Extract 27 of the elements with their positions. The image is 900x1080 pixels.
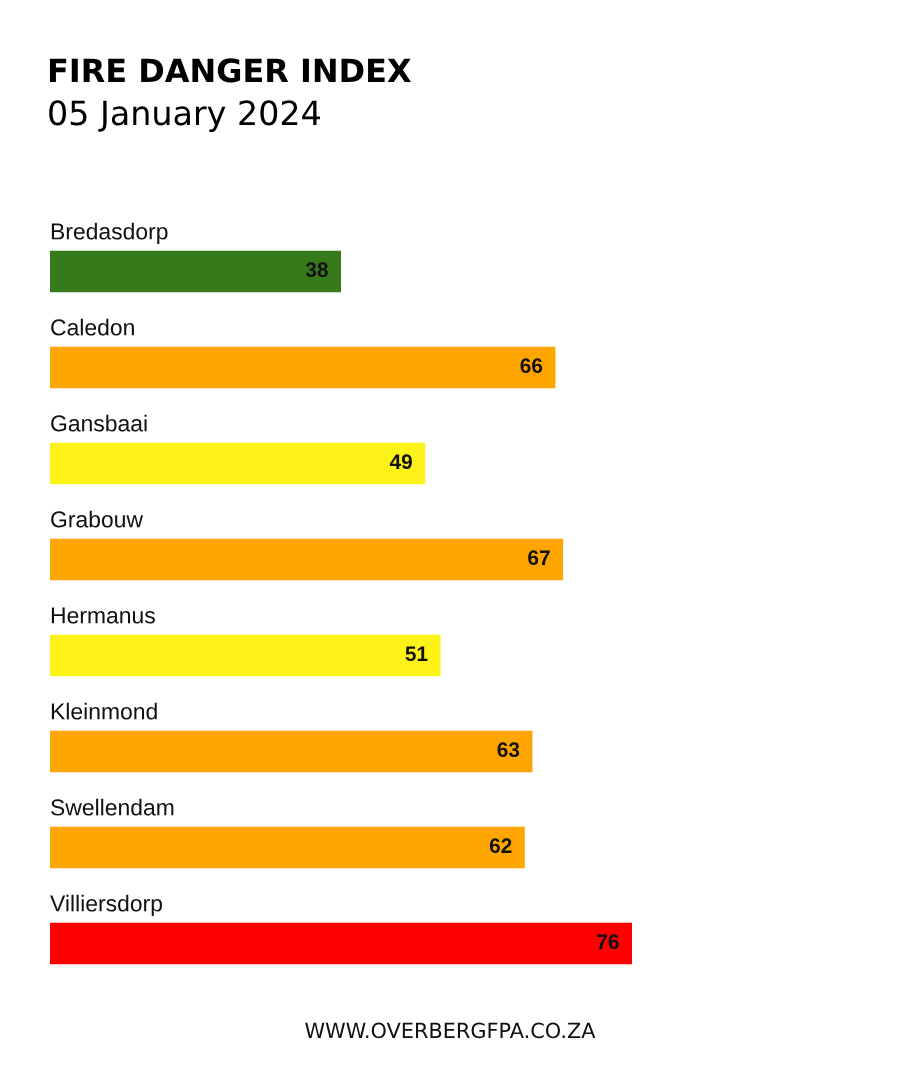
bar — [50, 634, 441, 677]
data-label: 38 — [305, 262, 328, 278]
bar — [50, 730, 533, 773]
data-label: 66 — [520, 358, 543, 374]
bar — [50, 250, 341, 293]
text: WWW.OVERBERGFPA.CO.ZA — [305, 1022, 596, 1039]
data-label: 62 — [489, 838, 512, 854]
y-tick-label: Caledon — [51, 318, 134, 336]
chart-subtitle: 05 January 2024 — [49, 100, 320, 132]
y-tick-label: Bredasdorp — [51, 222, 168, 245]
bar — [50, 442, 426, 485]
data-label: 76 — [597, 934, 619, 950]
bar — [50, 346, 556, 389]
data-label: 67 — [528, 550, 550, 566]
bar — [50, 922, 632, 965]
y-tick-label: Hermanus — [51, 607, 155, 624]
y-tick-label: Swellendam — [51, 798, 174, 816]
data-label: 49 — [389, 454, 412, 470]
y-tick-label: Villiersdorp — [50, 894, 162, 917]
y-tick-label: Gansbaai — [51, 414, 147, 432]
y-tick-label: Kleinmond — [51, 702, 157, 720]
bar — [50, 826, 525, 869]
y-tick-label: Grabouw — [51, 510, 144, 528]
data-label: 63 — [497, 742, 520, 758]
data-label: 51 — [405, 646, 428, 662]
bar — [50, 538, 564, 581]
chart-title: FIRE DANGER INDEX — [49, 58, 411, 83]
